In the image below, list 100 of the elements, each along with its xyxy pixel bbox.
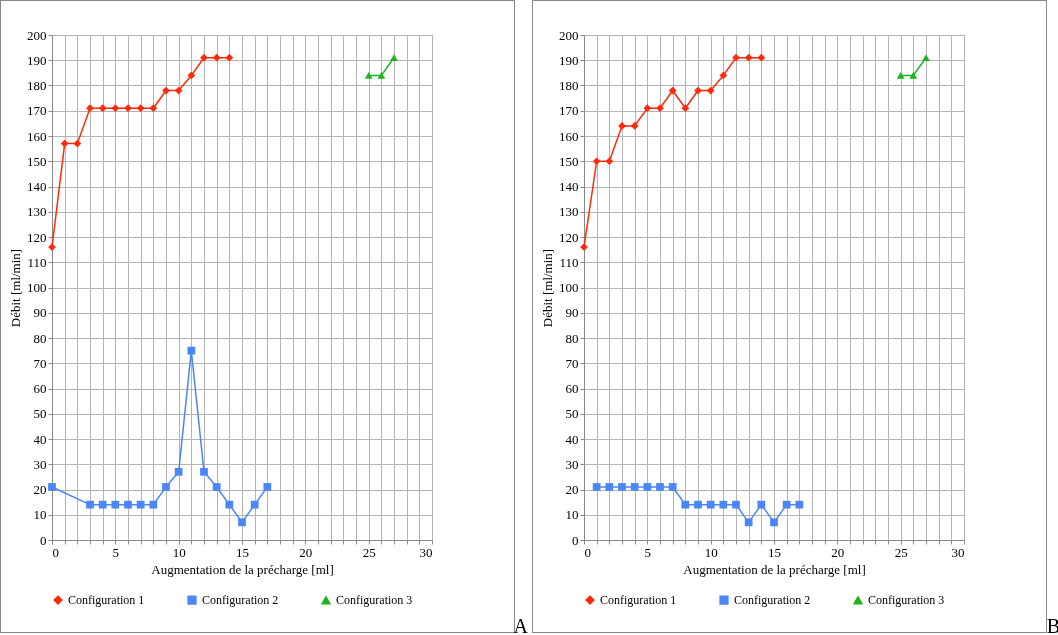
point xyxy=(592,157,601,166)
x-tick-label: 20 xyxy=(831,544,845,560)
y-tick-label: 40 xyxy=(33,431,47,447)
y-tick-label: 100 xyxy=(27,280,47,295)
x-tick-label: 30 xyxy=(951,544,965,560)
x-axis-title: Augmentation de la précharge [ml] xyxy=(151,561,334,577)
point xyxy=(668,86,677,95)
point xyxy=(390,54,398,62)
point xyxy=(757,500,766,509)
y-tick-label: 70 xyxy=(565,355,579,371)
y-tick-label: 190 xyxy=(27,52,47,68)
point xyxy=(643,483,652,491)
y-tick-label: 170 xyxy=(559,103,579,119)
y-tick-label: 180 xyxy=(559,78,579,93)
point xyxy=(744,53,753,62)
point xyxy=(149,500,158,509)
x-tick-label: 10 xyxy=(704,544,718,560)
y-tick-label: 90 xyxy=(33,305,47,321)
x-tick-label: 30 xyxy=(419,544,433,560)
y-tick-label: 50 xyxy=(565,406,579,422)
x-tick-label: 5 xyxy=(644,544,652,560)
y-tick-label: 0 xyxy=(40,532,47,548)
point xyxy=(694,86,702,95)
y-tick-label: 20 xyxy=(565,482,579,497)
point xyxy=(656,483,664,491)
y-tick-label: 160 xyxy=(559,128,579,144)
point xyxy=(124,500,132,509)
point xyxy=(694,500,702,509)
point xyxy=(162,483,170,491)
legend-label: Configuration 2 xyxy=(734,593,811,608)
x-axis-title: Augmentation de la précharge [ml] xyxy=(683,561,866,577)
point xyxy=(200,53,208,62)
point xyxy=(630,483,639,491)
point xyxy=(174,86,183,95)
point xyxy=(364,72,373,79)
point xyxy=(149,104,158,113)
y-tick-label: 30 xyxy=(33,456,47,472)
y-tick-label: 140 xyxy=(559,179,579,194)
point xyxy=(187,71,196,80)
point xyxy=(60,139,69,148)
x-tick-label: 0 xyxy=(584,544,591,560)
point xyxy=(124,104,132,113)
y-tick-label: 130 xyxy=(27,204,47,220)
y-tick-label: 180 xyxy=(27,78,47,93)
point xyxy=(706,86,715,95)
point xyxy=(782,500,791,509)
x-tick-label: 15 xyxy=(236,544,249,560)
point xyxy=(86,104,94,113)
point xyxy=(706,500,715,509)
point xyxy=(187,346,196,355)
legend-label: Configuration 1 xyxy=(600,593,677,608)
y-tick-label: 0 xyxy=(572,532,579,548)
legend-label: Configuration 1 xyxy=(68,593,145,608)
point xyxy=(732,53,740,62)
y-tick-label: 40 xyxy=(565,431,579,447)
y-tick-label: 100 xyxy=(559,280,579,295)
y-tick-label: 10 xyxy=(565,507,579,523)
point xyxy=(200,467,208,476)
legend-label: Configuration 3 xyxy=(868,593,945,608)
x-tick-label: 25 xyxy=(362,544,376,560)
point xyxy=(922,54,930,62)
text: A xyxy=(513,615,528,635)
point xyxy=(656,104,664,113)
y-tick-label: 120 xyxy=(559,229,579,245)
point xyxy=(681,500,690,509)
point xyxy=(212,483,221,491)
point xyxy=(719,500,728,509)
point xyxy=(770,518,778,527)
x-tick-label: 0 xyxy=(52,544,59,560)
y-tick-label: 50 xyxy=(33,406,47,422)
point xyxy=(618,483,626,491)
y-tick-label: 130 xyxy=(559,204,579,220)
y-tick-label: 70 xyxy=(33,355,47,371)
y-axis-title: Débit [ml/min] xyxy=(540,248,555,328)
point xyxy=(795,500,804,509)
point xyxy=(48,483,56,491)
y-axis-title: Débit [ml/min] xyxy=(8,248,23,328)
point xyxy=(732,500,740,509)
point xyxy=(238,518,246,527)
point xyxy=(250,500,259,509)
point xyxy=(630,122,639,130)
y-tick-label: 90 xyxy=(565,305,579,321)
x-tick-label: 5 xyxy=(112,544,120,560)
y-tick-label: 60 xyxy=(565,381,579,396)
y-tick-label: 30 xyxy=(565,456,579,472)
y-tick-label: 150 xyxy=(27,153,47,169)
x-tick-label: 15 xyxy=(768,544,781,560)
point xyxy=(98,500,107,509)
y-tick-label: 190 xyxy=(559,52,579,68)
y-tick-label: 80 xyxy=(565,330,579,346)
x-tick-label: 10 xyxy=(172,544,186,560)
y-tick-label: 170 xyxy=(27,103,47,119)
y-tick-label: 150 xyxy=(559,153,579,169)
y-tick-label: 200 xyxy=(559,27,579,43)
x-tick-label: 25 xyxy=(894,544,908,560)
y-tick-label: 80 xyxy=(33,330,47,346)
y-tick-label: 110 xyxy=(559,254,579,270)
point xyxy=(136,104,145,113)
y-tick-label: 110 xyxy=(27,254,47,270)
point xyxy=(377,72,386,79)
